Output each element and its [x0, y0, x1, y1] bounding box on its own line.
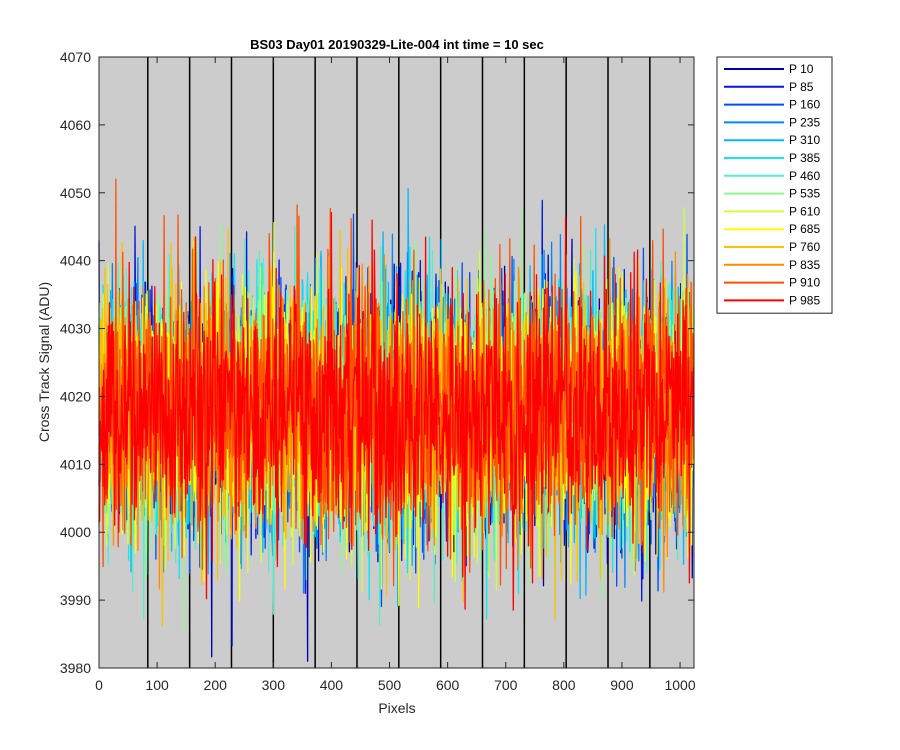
legend-label: P 10 [789, 62, 814, 76]
y-axis: 3980 3990 4000 4010 4020 4030 4040 4050 4060 4070 [60, 49, 694, 676]
x-axis: 0 100 200 300 400 500 600 700 800 900 1000 [95, 57, 696, 693]
x-tick-label: 300 [262, 677, 286, 693]
x-axis-label: Pixels [378, 700, 415, 716]
legend-label: P 760 [789, 240, 820, 254]
x-tick-label: 800 [552, 677, 576, 693]
x-tick-label: 200 [204, 677, 228, 693]
y-tick-label: 4070 [60, 49, 91, 65]
x-tick-label: 600 [436, 677, 460, 693]
legend-label: P 460 [789, 169, 820, 183]
x-tick-label: 500 [378, 677, 402, 693]
y-tick-label: 4020 [60, 388, 91, 404]
legend-label: P 85 [789, 80, 814, 94]
legend-label: P 160 [789, 98, 820, 112]
x-tick-label: 900 [610, 677, 634, 693]
legend-label: P 835 [789, 258, 820, 272]
legend-label: P 910 [789, 276, 820, 290]
series-line-p-985 [98, 211, 695, 611]
legend-label: P 610 [789, 204, 820, 218]
y-tick-label: 4050 [60, 185, 91, 201]
legend-label: P 235 [789, 115, 820, 129]
y-tick-label: 4040 [60, 253, 91, 269]
x-tick-label: 0 [95, 677, 103, 693]
x-tick-label: 700 [494, 677, 518, 693]
y-tick-label: 3980 [60, 660, 91, 676]
y-tick-label: 4060 [60, 117, 91, 133]
legend-label: P 985 [789, 293, 820, 307]
legend: P 10 P 85 P 160 P 235 P 310 P 385 P 460 P 535 P … [716, 56, 833, 314]
y-tick-label: 3990 [60, 592, 91, 608]
x-tick-label: 1000 [664, 677, 695, 693]
legend-label: P 535 [789, 187, 820, 201]
legend-label: P 685 [789, 222, 820, 236]
y-tick-label: 4010 [60, 456, 91, 472]
legend-label: P 385 [789, 151, 820, 165]
x-tick-label: 100 [145, 677, 169, 693]
y-tick-label: 4030 [60, 321, 91, 337]
legend-label: P 310 [789, 133, 820, 147]
chart-title: BS03 Day01 20190329-Lite-004 int time = … [250, 37, 544, 52]
legend-box [716, 56, 833, 314]
y-axis-label: Cross Track Signal (ADU) [36, 282, 52, 442]
x-tick-label: 400 [320, 677, 344, 693]
series-lines [98, 178, 695, 662]
plot-frame [98, 56, 695, 669]
y-tick-label: 4000 [60, 524, 91, 540]
